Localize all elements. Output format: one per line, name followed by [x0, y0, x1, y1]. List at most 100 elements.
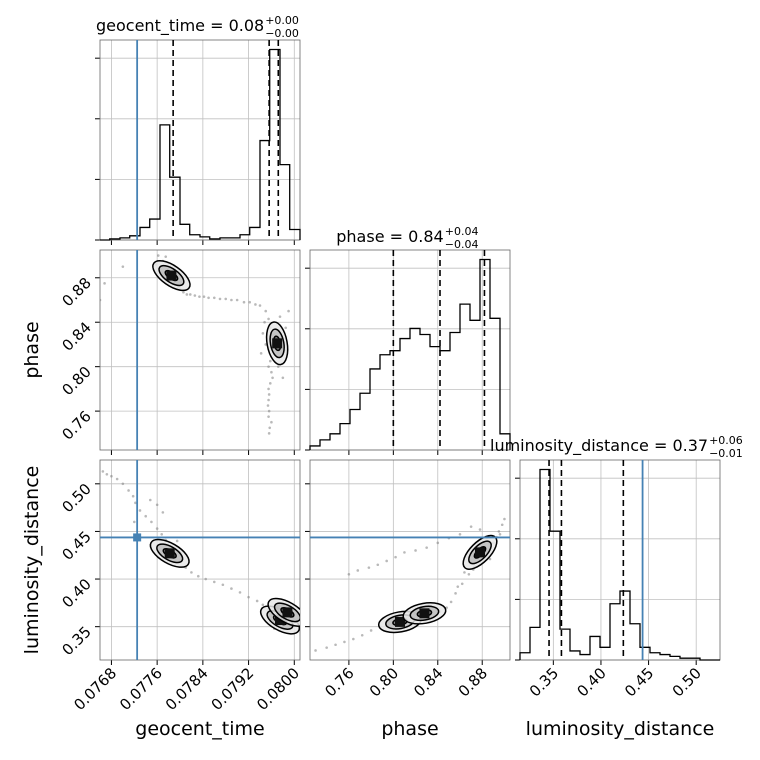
sample-point: [276, 365, 280, 368]
sample-point: [281, 376, 285, 380]
sample-point: [144, 514, 148, 518]
panel-frame: [99, 249, 301, 451]
y-tick-label-phase: 0.76: [58, 407, 94, 443]
sample-point: [188, 293, 192, 296]
panel-frame: [99, 39, 301, 241]
x-axis-label-geocent_time: geocent_time: [135, 718, 264, 740]
sample-point: [478, 528, 482, 531]
sample-point: [121, 265, 125, 268]
histogram-step-luminosity_distance: [519, 468, 720, 661]
sample-point: [248, 300, 252, 304]
title-minus: −0.00: [265, 27, 299, 40]
sample-point: [385, 559, 388, 563]
sample-point: [500, 523, 504, 527]
x-tick-label-luminosity_distance: 0.50: [669, 664, 705, 700]
sample-point: [160, 532, 164, 536]
title-minus: −0.01: [709, 447, 743, 460]
x-tick-label-phase: 0.84: [410, 664, 446, 700]
sample-point: [263, 320, 266, 324]
sample-point: [414, 549, 417, 552]
sample-point: [343, 640, 346, 644]
sample-point: [268, 382, 272, 385]
density-peak: [166, 270, 177, 281]
y-tick-label-luminosity_distance: 0.50: [58, 480, 94, 516]
title-luminosity_distance: luminosity_distance = 0.37: [490, 436, 708, 456]
sample-point: [270, 420, 273, 424]
sample-point: [394, 555, 397, 559]
y-tick-label-luminosity_distance: 0.45: [58, 528, 94, 564]
sample-point: [270, 370, 273, 374]
sample-point: [334, 643, 337, 647]
panel-phase_vs_geocent_time: [93, 249, 301, 455]
sample-point: [369, 629, 373, 632]
sample-point: [134, 501, 137, 505]
sample-point: [100, 298, 102, 302]
density-peak: [475, 547, 485, 558]
sample-point: [425, 546, 428, 549]
sample-point: [261, 603, 265, 607]
x-tick-label-phase: 0.88: [455, 664, 491, 700]
title-plus: +0.00: [265, 14, 299, 27]
x-tick-label-geocent_time: 0.0776: [116, 664, 166, 714]
sample-point: [207, 296, 210, 300]
sample-point: [148, 498, 152, 502]
sample-point: [110, 474, 113, 478]
sample-point: [259, 352, 263, 355]
sample-point: [360, 633, 364, 637]
title-value: phase = 0.84: [336, 227, 443, 246]
sample-point: [454, 592, 457, 595]
sample-point: [255, 599, 259, 603]
sample-point: [254, 303, 257, 306]
density-peak: [272, 338, 283, 349]
title-geocent_time: geocent_time = 0.08: [96, 16, 264, 36]
sample-point: [150, 520, 153, 524]
sample-point: [93, 274, 96, 277]
panel-content: [100, 460, 300, 660]
labels-layer: geocent_time = 0.08 +0.00−0.00 phase = 0.8…: [21, 14, 743, 740]
x-tick-label-luminosity_distance: 0.45: [621, 664, 657, 700]
sample-point: [325, 646, 328, 649]
panel-frame: [309, 249, 511, 451]
title-value: geocent_time = 0.08: [96, 16, 264, 36]
panel-frame: [99, 459, 301, 661]
sample-point: [115, 477, 119, 481]
x-tick-label-geocent_time: 0.0784: [162, 664, 212, 714]
x-tick-label-luminosity_distance: 0.35: [526, 664, 562, 700]
sample-point: [204, 577, 208, 581]
sample-point: [436, 541, 440, 545]
sample-point: [503, 517, 506, 521]
title-phase: phase = 0.84: [336, 227, 443, 246]
panels-layer: [93, 39, 721, 665]
panel-frame: [519, 459, 721, 661]
sample-point: [347, 572, 351, 576]
sample-point: [138, 509, 142, 512]
sample-point: [497, 530, 501, 533]
histogram-step-phase: [309, 258, 511, 450]
sample-point: [467, 572, 471, 576]
sample-point: [212, 296, 216, 300]
sample-point: [267, 317, 270, 321]
title-plus: +0.04: [445, 225, 479, 238]
panel-content: [310, 517, 510, 652]
x-tick-label-geocent_time: 0.0792: [208, 664, 258, 714]
sample-point: [103, 282, 106, 285]
density-peak: [419, 608, 430, 619]
sample-point: [247, 595, 250, 599]
sample-point: [132, 520, 136, 524]
sample-point: [469, 525, 473, 528]
truth-marker: [133, 533, 142, 542]
sample-point: [460, 582, 464, 586]
sample-point: [230, 587, 233, 590]
sample-point: [121, 482, 125, 486]
sample-point: [284, 326, 288, 330]
sample-point: [198, 295, 201, 298]
sample-point: [267, 387, 270, 391]
x-axis-label-phase: phase: [381, 718, 438, 740]
sample-point: [190, 571, 193, 574]
sample-point: [175, 539, 179, 543]
sample-point: [268, 426, 272, 430]
panel-luminosity_distance_vs_phase: [305, 459, 511, 665]
sample-point: [230, 298, 233, 302]
x-tick-label-luminosity_distance: 0.40: [573, 664, 609, 700]
